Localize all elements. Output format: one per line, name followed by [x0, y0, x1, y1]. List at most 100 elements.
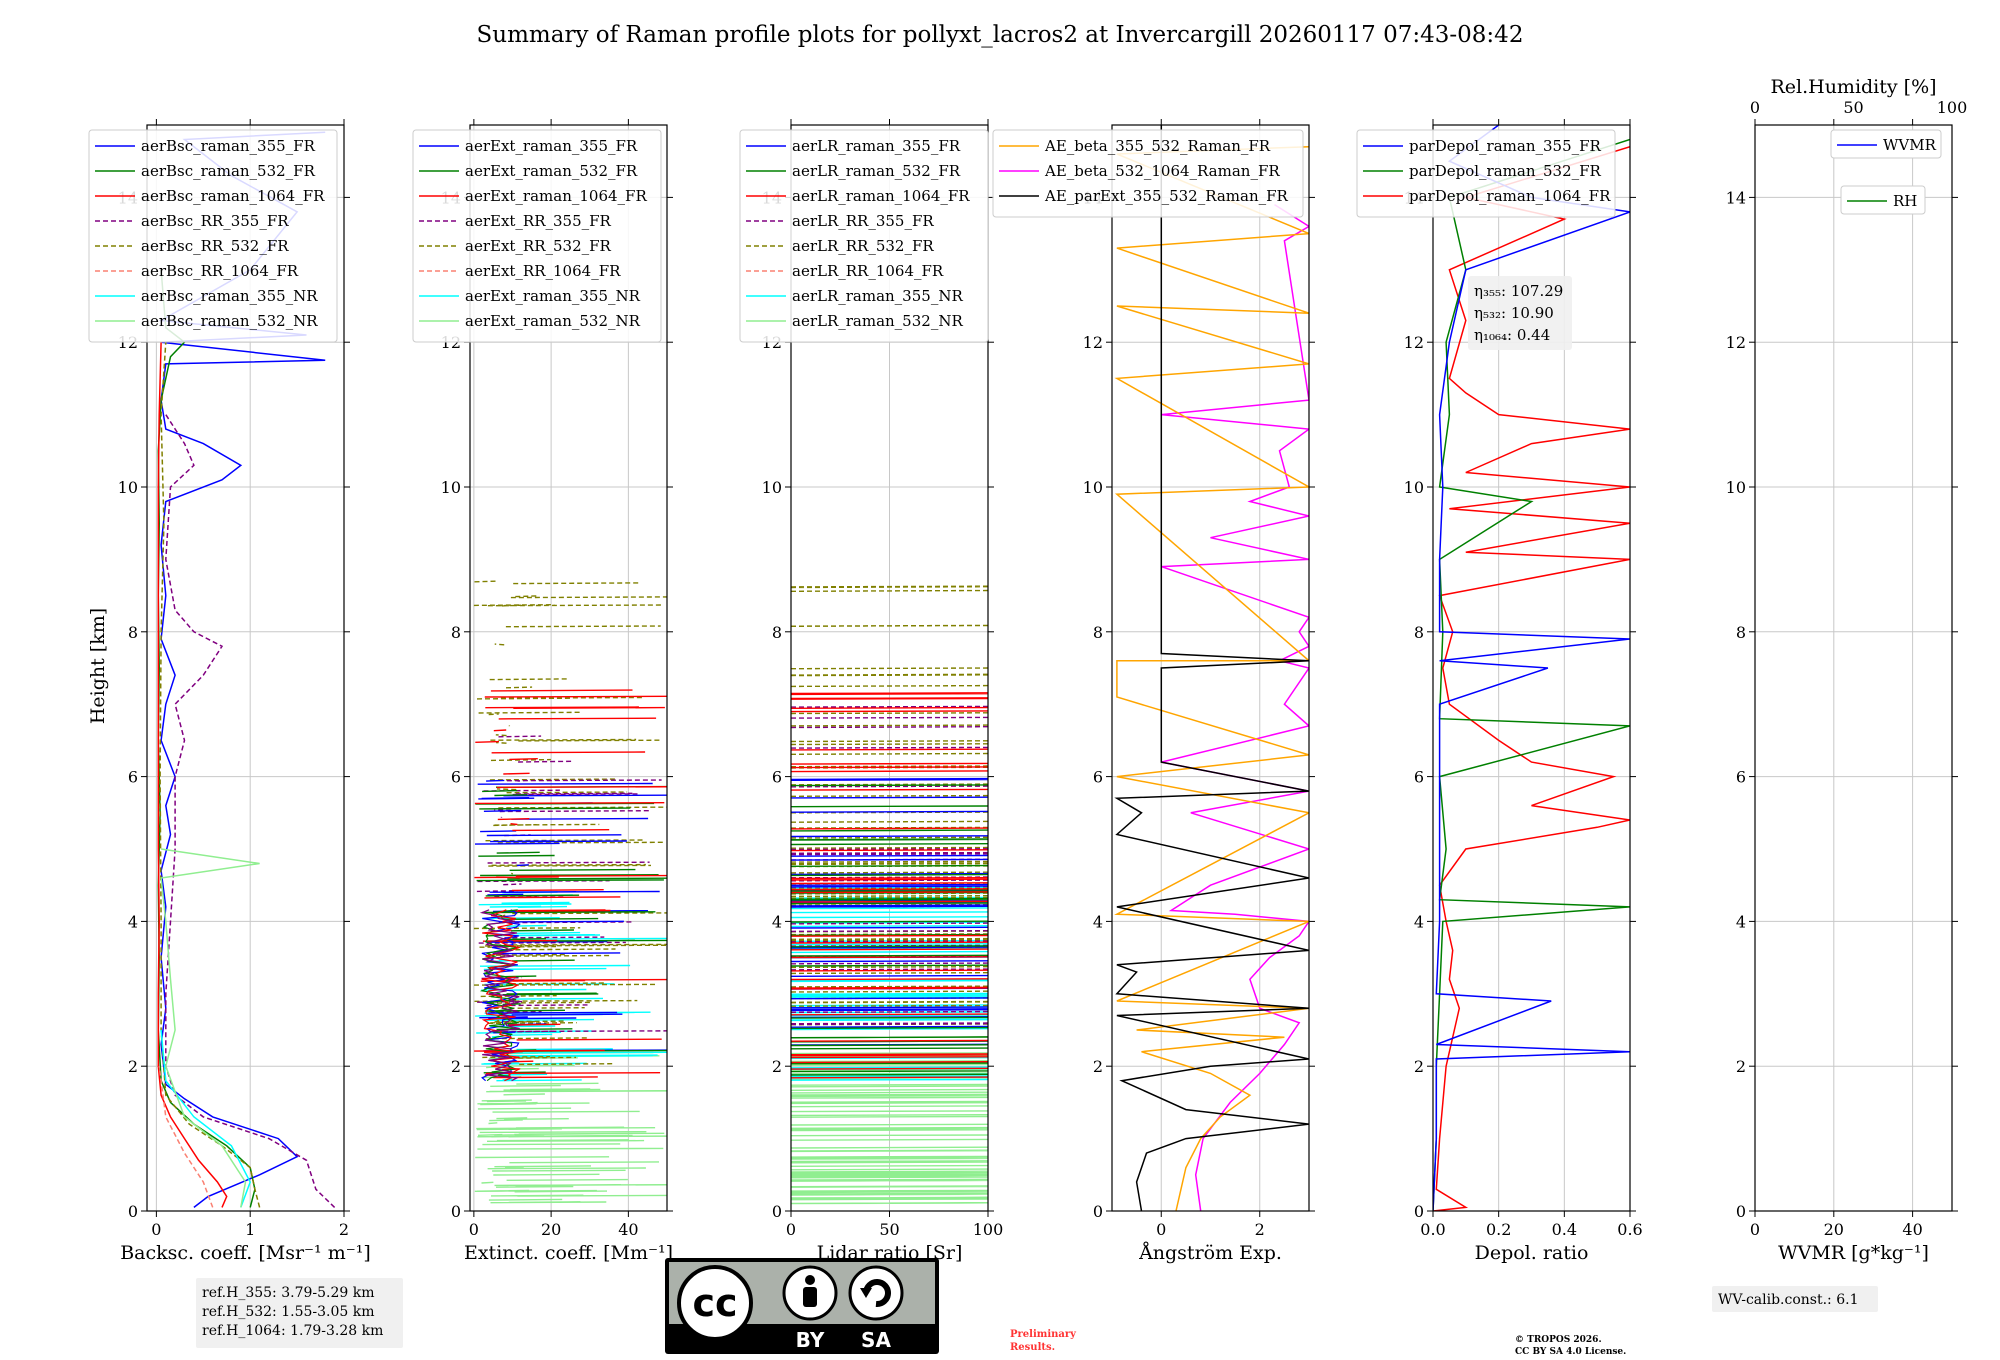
- legend-label: aerExt_RR_532_FR: [465, 237, 612, 255]
- x-tick-label: 40: [618, 1220, 638, 1239]
- legend-label: aerLR_raman_532_FR: [792, 162, 961, 180]
- series-AE_beta_532_1064_Raman_FR: [1161, 203, 1309, 1211]
- legend-label: aerExt_RR_1064_FR: [465, 262, 621, 280]
- trace-red: [481, 909, 522, 1082]
- y-tick-label: 10: [1404, 478, 1424, 497]
- plot-frame: [469, 124, 668, 1212]
- copyright-line-1: © TROPOS 2026.: [1515, 1335, 1602, 1345]
- legend-depol: parDepol_raman_355_FR parDepol_raman_532_…: [1356, 129, 1616, 218]
- y-tick-label: 10: [118, 478, 138, 497]
- legend-label: aerExt_RR_355_FR: [465, 212, 612, 230]
- x-tick-label: 1: [245, 1220, 255, 1239]
- y-tick-label: 8: [451, 623, 461, 642]
- cc-logo-icon: [677, 1265, 753, 1341]
- y-tick-label: 0: [128, 1202, 138, 1221]
- data-layer: [1433, 125, 1630, 1211]
- legend-label: parDepol_raman_532_FR: [1409, 162, 1602, 180]
- legend-lr: aerLR_raman_355_FR aerLR_raman_532_FR aerL…: [739, 129, 989, 343]
- legend-box: [1830, 129, 1942, 159]
- y-tick-label: 8: [772, 623, 782, 642]
- legend-box: [992, 129, 1304, 218]
- series-parDepol_raman_355_FR: [1433, 125, 1630, 1211]
- y-tick-label: 10: [1083, 478, 1103, 497]
- ref-heights-box: ref.H_355: 3.79-5.29 km ref.H_532: 1.55-…: [196, 1278, 403, 1348]
- legend-box: [1840, 185, 1926, 215]
- plot-frame: [1432, 124, 1631, 1212]
- top-x-tick-label: 100: [1937, 98, 1968, 117]
- trace-purple: [479, 909, 520, 1082]
- y-tick-label: 2: [1414, 1057, 1424, 1076]
- data-layer: [791, 585, 988, 1205]
- y-tick-label: 6: [1736, 768, 1746, 787]
- y-tick-label: 6: [772, 768, 782, 787]
- x-tick-label: 0: [469, 1220, 479, 1239]
- legend-label: RH: [1893, 192, 1917, 210]
- y-tick-label: 8: [1414, 623, 1424, 642]
- x-tick-label: 0.2: [1486, 1220, 1511, 1239]
- legend-label: aerLR_RR_532_FR: [792, 237, 934, 255]
- legend-ae: AE_beta_355_532_Raman_FR AE_beta_532_1064…: [992, 129, 1304, 218]
- legend-box: [739, 129, 989, 343]
- x-tick-label: 0: [1750, 1220, 1760, 1239]
- legend-label: aerLR_RR_1064_FR: [792, 262, 944, 280]
- x-tick-label: 20: [541, 1220, 561, 1239]
- legend-wv: WVMR RH: [1830, 129, 1942, 215]
- y-tick-label: 8: [1093, 623, 1103, 642]
- y-tick-label: 6: [1414, 768, 1424, 787]
- y-tick-label: 4: [128, 912, 138, 931]
- legend-label: aerBsc_raman_532_FR: [141, 162, 316, 180]
- panel-bsc: 01202468101214Backsc. coeff. [Msr⁻¹ m⁻¹]…: [88, 119, 371, 1264]
- streak-series-lightgreen: [791, 1052, 988, 1205]
- legend-label: aerBsc_RR_532_FR: [141, 237, 289, 255]
- legend-label: aerExt_raman_532_NR: [465, 312, 641, 330]
- legend-bsc: aerBsc_raman_355_FR aerBsc_raman_532_FRae…: [88, 129, 338, 343]
- legend-box: [88, 129, 338, 343]
- x-tick-label: 20: [1824, 1220, 1844, 1239]
- legend-label: aerExt_raman_532_FR: [465, 162, 638, 180]
- streak-series-olive: [473, 580, 667, 1066]
- legend-label: aerExt_raman_355_NR: [465, 287, 641, 305]
- legend-ext: aerExt_raman_355_FR aerExt_raman_532_FRae…: [412, 129, 662, 343]
- eta-value: η₅₃₂: 10.90: [1474, 304, 1554, 322]
- panel-wv: 0 20 40 0 2 4 6 8 10 12 14 WVMR [g*kg⁻¹] 0 50 100Rel.H…: [1726, 76, 1968, 1264]
- data-layer: [1114, 125, 1309, 1211]
- legend-label: parDepol_raman_355_FR: [1409, 137, 1602, 155]
- y-tick-label: 12: [1083, 333, 1103, 352]
- legend-label: aerExt_raman_1064_FR: [465, 187, 647, 205]
- panel-ext: 0204002468101214Extinct. coeff. [Mm⁻¹]ae…: [412, 119, 673, 1264]
- y-tick-label: 2: [772, 1057, 782, 1076]
- series-aerBsc_raman_355_NR: [160, 1029, 252, 1208]
- share-alike-icon: [848, 1265, 904, 1321]
- top-x-tick-label: 50: [1843, 98, 1863, 117]
- legend-label: aerBsc_RR_355_FR: [141, 212, 289, 230]
- streak-series-green: [791, 784, 988, 1076]
- x-tick-label: 100: [973, 1220, 1004, 1239]
- legend-label: aerBsc_raman_1064_FR: [141, 187, 325, 205]
- y-tick-label: 4: [451, 912, 461, 931]
- license-by-text: BY: [796, 1328, 825, 1352]
- y-tick-label: 8: [1736, 623, 1746, 642]
- y-tick-label: 4: [1414, 912, 1424, 931]
- legend-label: aerLR_raman_355_FR: [792, 137, 961, 155]
- y-tick-label: 6: [451, 768, 461, 787]
- y-tick-label: 12: [1404, 333, 1424, 352]
- legend-label: aerExt_raman_355_FR: [465, 137, 638, 155]
- legend-box: [412, 129, 662, 343]
- legend-label: aerBsc_raman_532_NR: [141, 312, 318, 330]
- license-sa-text: SA: [861, 1328, 891, 1352]
- x-tick-label: 0: [786, 1220, 796, 1239]
- legend-label: aerLR_raman_355_NR: [792, 287, 963, 305]
- y-axis-label: Height [km]: [87, 608, 109, 724]
- y-tick-label: 14: [1726, 188, 1746, 207]
- x-tick-label: 0: [1156, 1220, 1166, 1239]
- y-tick-label: 2: [1093, 1057, 1103, 1076]
- x-tick-label: 0.4: [1552, 1220, 1577, 1239]
- data-layer: [473, 580, 667, 1204]
- x-axis-label: Depol. ratio: [1475, 1242, 1589, 1264]
- y-tick-label: 4: [1736, 912, 1746, 931]
- y-tick-label: 4: [772, 912, 782, 931]
- y-tick-label: 0: [1414, 1202, 1424, 1221]
- y-tick-label: 0: [772, 1202, 782, 1221]
- series-aerBsc_raman_532_NR: [160, 848, 260, 1208]
